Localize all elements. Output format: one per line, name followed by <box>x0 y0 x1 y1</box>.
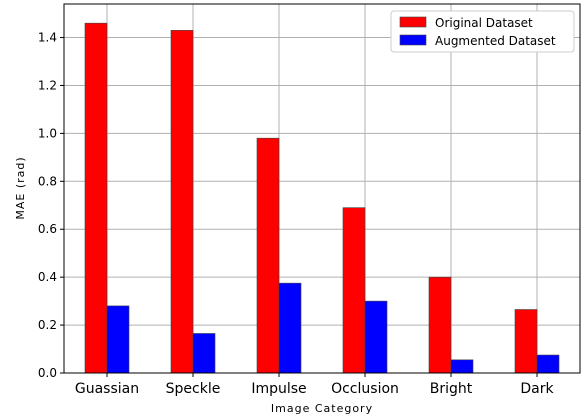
bar-original <box>342 207 366 374</box>
y-tick-label: 0.8 <box>38 174 57 188</box>
bar-augmented <box>536 354 560 374</box>
y-tick-label: 0.6 <box>38 222 57 236</box>
bar-original <box>170 30 194 374</box>
y-tick-label: 0.2 <box>38 318 57 332</box>
grid-lines <box>64 4 580 374</box>
x-axis-ticks: Guassian Speckle Impulse Occlusion Bright Dar… <box>75 373 554 397</box>
y-tick-label: 1.2 <box>38 78 57 92</box>
legend-swatch <box>399 16 427 28</box>
legend: Original Dataset Augmented Dataset <box>390 10 575 53</box>
legend-label: Original Dataset <box>435 16 533 30</box>
x-tick-label: Guassian <box>75 381 139 397</box>
legend-swatch <box>399 34 427 46</box>
y-axis-ticks: 0.0 0.2 0.4 0.6 0.8 1.0 1.2 1.4 <box>38 31 64 380</box>
bar-original <box>428 276 452 374</box>
y-axis-label: MAE (rad) <box>14 156 27 219</box>
bar-augmented <box>278 282 302 374</box>
y-tick-label: 1.4 <box>38 31 57 45</box>
x-tick-label: Occlusion <box>331 381 399 397</box>
bars <box>84 22 560 374</box>
bar-original <box>514 309 538 374</box>
legend-label: Augmented Dataset <box>435 34 556 48</box>
plot-frame <box>63 3 581 374</box>
y-tick-label: 1.0 <box>38 126 57 140</box>
x-tick-label: Speckle <box>166 381 221 397</box>
bar-original <box>256 137 280 374</box>
bar-augmented <box>364 300 388 374</box>
bar-augmented <box>450 359 474 374</box>
bar-original <box>84 22 108 374</box>
x-tick-label: Impulse <box>251 381 306 397</box>
bar-augmented <box>192 333 216 374</box>
x-tick-label: Dark <box>520 381 554 397</box>
y-tick-label: 0.4 <box>38 270 57 284</box>
x-tick-label: Bright <box>430 381 473 397</box>
y-tick-label: 0.0 <box>38 366 57 380</box>
legend-box <box>390 10 575 53</box>
bar-augmented <box>106 305 130 374</box>
x-axis-label: Image Category <box>271 402 373 415</box>
